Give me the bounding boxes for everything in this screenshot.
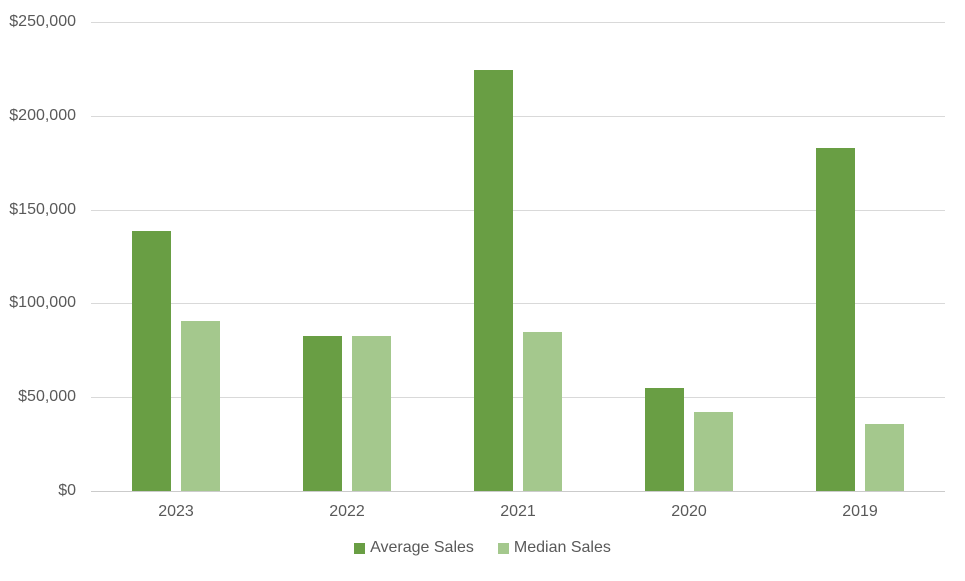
bar-average-sales-2019[interactable]	[816, 148, 855, 491]
legend-label-average-sales: Average Sales	[370, 539, 474, 556]
legend: Average Sales Median Sales	[0, 539, 965, 557]
x-axis-tick-label: 2022	[329, 503, 365, 520]
bar-average-sales-2023[interactable]	[132, 231, 171, 491]
gridline	[91, 303, 945, 304]
bar-average-sales-2021[interactable]	[474, 70, 513, 491]
y-axis-tick-label: $250,000	[9, 13, 76, 30]
gridline	[91, 116, 945, 117]
bar-median-sales-2021[interactable]	[523, 332, 562, 491]
x-axis-line	[91, 491, 945, 492]
gridline	[91, 397, 945, 398]
legend-swatch-median-sales-icon	[497, 542, 509, 554]
y-axis-tick-label: $100,000	[9, 294, 76, 311]
legend-item-average-sales[interactable]: Average Sales	[354, 539, 474, 557]
y-axis-tick-label: $200,000	[9, 107, 76, 124]
legend-swatch-average-sales-icon	[354, 542, 366, 554]
y-axis-tick-label: $50,000	[18, 388, 76, 405]
y-axis-tick-label: $150,000	[9, 201, 76, 218]
gridline	[91, 210, 945, 211]
bar-median-sales-2022[interactable]	[352, 336, 391, 491]
x-axis-tick-label: 2019	[842, 503, 878, 520]
legend-item-median-sales[interactable]: Median Sales	[497, 539, 611, 557]
gridline	[91, 22, 945, 23]
y-axis-tick-label: $0	[58, 482, 76, 499]
bar-median-sales-2019[interactable]	[865, 424, 904, 491]
x-axis-tick-label: 2020	[671, 503, 707, 520]
legend-label-median-sales: Median Sales	[513, 539, 611, 556]
bar-median-sales-2020[interactable]	[694, 412, 733, 491]
bar-median-sales-2023[interactable]	[181, 321, 220, 491]
x-axis-tick-label: 2021	[500, 503, 536, 520]
x-axis-tick-label: 2023	[158, 503, 194, 520]
bar-average-sales-2020[interactable]	[645, 388, 684, 491]
bar-average-sales-2022[interactable]	[303, 336, 342, 491]
